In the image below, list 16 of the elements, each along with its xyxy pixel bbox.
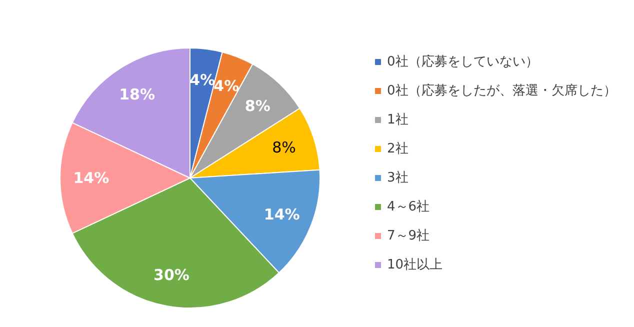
legend-label: 7～9社: [387, 228, 430, 244]
legend-label: 4～6社: [387, 200, 430, 214]
data-label: 8%: [272, 138, 296, 156]
legend-label: 2社: [387, 142, 408, 156]
data-label: 14%: [264, 205, 300, 224]
data-label: 30%: [154, 266, 190, 284]
data-label: 8%: [244, 96, 270, 115]
data-label: 18%: [119, 86, 156, 104]
legend-label: 10社以上: [387, 258, 443, 272]
data-label: 4%: [214, 77, 240, 96]
data-label: 4%: [190, 70, 216, 89]
legend-label: 0社（応募をしたが、落選・欠席した）: [387, 82, 616, 98]
legend-label: 0社（応募をしていない）: [387, 54, 538, 70]
legend-label: 1社: [387, 112, 408, 128]
legend-label: 3社: [387, 170, 408, 186]
data-label: 14%: [73, 169, 110, 187]
